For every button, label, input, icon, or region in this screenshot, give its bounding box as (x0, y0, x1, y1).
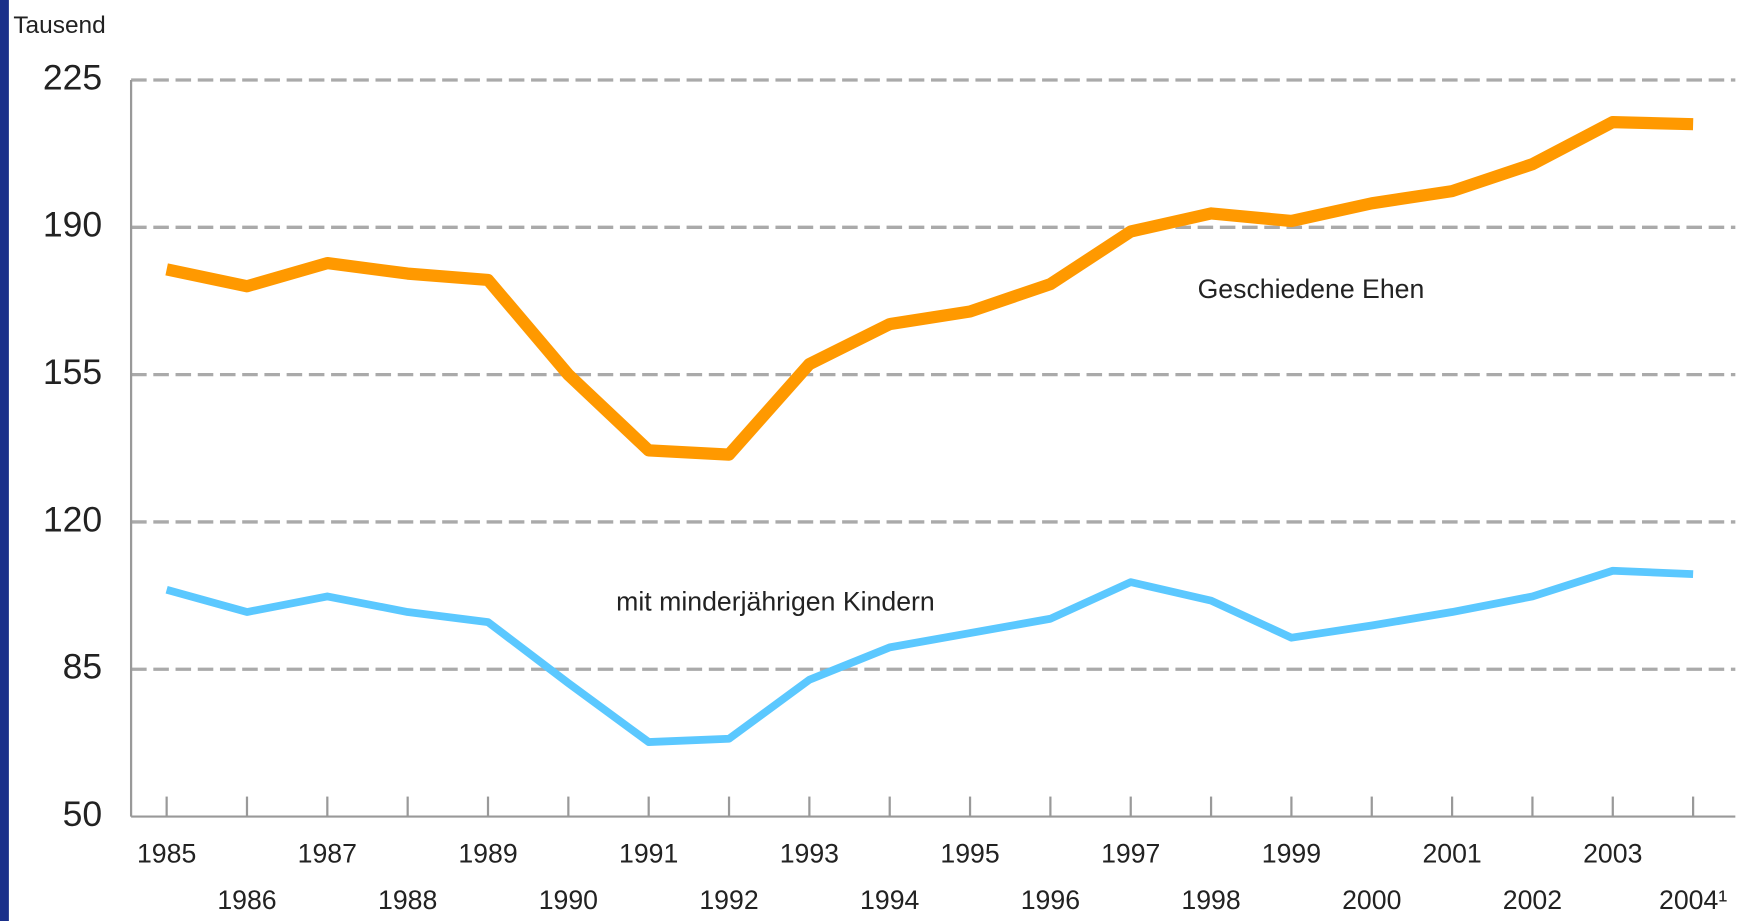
x-tick-label: 1987 (298, 838, 357, 868)
x-tick-label: 1990 (539, 885, 598, 915)
x-tick-label: 2001 (1422, 838, 1481, 868)
x-tick-label: 1985 (137, 838, 196, 868)
y-tick-label: 190 (43, 205, 102, 245)
series-line (165, 115, 1694, 461)
x-tick-label: 1994 (860, 885, 919, 915)
x-tick-label: 1986 (217, 885, 276, 915)
x-tick-label: 2004¹ (1659, 885, 1727, 915)
x-tick-label: 1998 (1181, 885, 1240, 915)
x-tick-label: 1988 (378, 885, 437, 915)
series-line (165, 566, 1694, 746)
x-tick-label: 1999 (1262, 838, 1321, 868)
x-tick-label: 1993 (780, 838, 839, 868)
x-tick-label: 1997 (1101, 838, 1160, 868)
x-tick-label: 2002 (1503, 885, 1562, 915)
series-label: Geschiedene Ehen (1198, 274, 1425, 304)
x-tick-label: 1995 (940, 838, 999, 868)
left-border (0, 0, 9, 921)
x-tick-label: 2003 (1583, 838, 1642, 868)
x-tick-label: 1996 (1021, 885, 1080, 915)
y-tick-label: 85 (63, 647, 103, 687)
y-tick-label: 225 (43, 57, 102, 97)
y-tick-label: 155 (43, 352, 102, 392)
y-tick-label: 120 (43, 499, 102, 539)
x-tick-label: 2000 (1342, 885, 1401, 915)
y-tick-label: 50 (63, 794, 103, 834)
series-label: mit minderjährigen Kindern (616, 586, 935, 616)
x-tick-label: 1989 (458, 838, 517, 868)
x-tick-label: 1992 (699, 885, 758, 915)
y-unit-label: Tausend (13, 12, 105, 39)
x-tick-label: 1991 (619, 838, 678, 868)
